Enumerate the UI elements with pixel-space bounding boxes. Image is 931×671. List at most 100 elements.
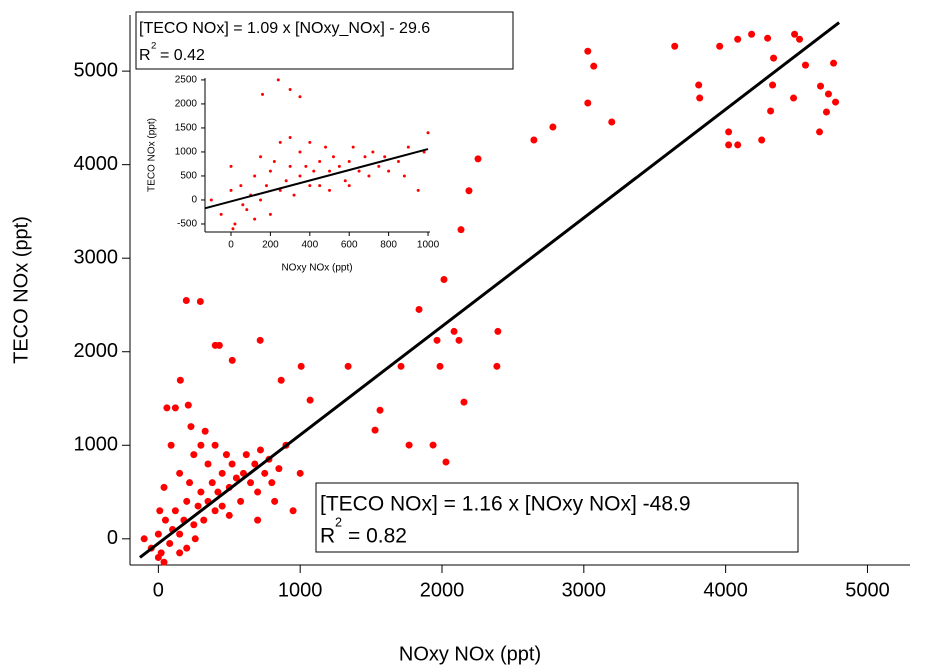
point <box>278 188 282 192</box>
point <box>590 62 598 70</box>
point <box>450 327 458 335</box>
point <box>259 198 263 202</box>
point <box>272 160 276 164</box>
y-tick-label: 0 <box>107 527 118 549</box>
y-tick-label: 2000 <box>74 340 119 362</box>
annotation-equation: [TECO NOx] = 1.16 x [NOxy NOx] -48.9 <box>320 493 691 516</box>
point <box>318 184 322 188</box>
point <box>197 488 205 496</box>
point <box>337 164 341 168</box>
point <box>200 516 208 524</box>
point <box>194 502 202 510</box>
point <box>324 145 328 149</box>
y-tick-label: 1000 <box>175 147 198 158</box>
y-tick-label: 5000 <box>74 59 119 81</box>
point <box>191 535 199 543</box>
point <box>187 423 195 431</box>
x-axis-title: NOxy NOx (ppt) <box>281 263 352 274</box>
fit-line <box>139 21 841 559</box>
x-tick-label: 800 <box>380 240 397 251</box>
point <box>832 98 840 106</box>
point <box>748 30 756 38</box>
point <box>377 164 381 168</box>
point <box>268 479 276 487</box>
point <box>277 376 285 384</box>
y-tick-label: 0 <box>191 195 197 206</box>
point <box>725 141 733 149</box>
point <box>457 226 465 234</box>
point <box>209 198 213 202</box>
point <box>817 82 825 90</box>
point <box>416 188 420 192</box>
point <box>764 34 772 42</box>
annotation-box <box>135 11 514 70</box>
x-tick-label: 1000 <box>278 579 323 601</box>
point <box>455 336 463 344</box>
point <box>696 94 704 102</box>
point <box>406 145 410 149</box>
point <box>343 179 347 183</box>
point <box>396 160 400 164</box>
point <box>426 131 430 135</box>
x-tick-label: 0 <box>153 579 164 601</box>
point <box>268 212 272 216</box>
y-tick-label: 3000 <box>74 246 119 268</box>
point <box>790 94 798 102</box>
point <box>211 441 219 449</box>
point <box>154 530 162 538</box>
point <box>184 401 192 409</box>
y-tick-label: 1500 <box>175 123 198 134</box>
point <box>264 184 268 188</box>
point <box>261 469 269 477</box>
point <box>229 164 233 168</box>
point <box>183 497 191 505</box>
point <box>671 42 679 50</box>
x-tick-label: 3000 <box>562 579 607 601</box>
point <box>796 35 804 43</box>
point <box>415 305 423 313</box>
point <box>371 426 379 434</box>
point <box>218 469 226 477</box>
point <box>816 128 824 136</box>
point <box>256 446 264 454</box>
point <box>229 188 233 192</box>
point <box>276 78 280 82</box>
point <box>254 488 262 496</box>
point <box>298 95 302 99</box>
point <box>695 81 703 89</box>
point <box>328 188 332 192</box>
point <box>241 203 245 207</box>
point <box>716 42 724 50</box>
point <box>196 298 204 306</box>
x-axis-title: NOxy NOx (ppt) <box>399 643 541 665</box>
annotation-box <box>315 482 799 553</box>
point <box>232 474 240 482</box>
point <box>331 155 335 159</box>
x-tick-label: 5000 <box>845 579 890 601</box>
point <box>239 184 243 188</box>
point <box>734 35 742 43</box>
point <box>304 164 308 168</box>
point <box>383 155 387 159</box>
point <box>363 155 367 159</box>
point <box>347 184 351 188</box>
annotation-r-value: = 0.42 <box>160 47 205 64</box>
point <box>225 511 233 519</box>
point <box>429 441 437 449</box>
point <box>253 174 257 178</box>
point <box>442 458 450 466</box>
point <box>154 554 162 562</box>
x-tick-label: 0 <box>228 240 234 251</box>
point <box>201 427 209 435</box>
fit-line <box>205 148 429 210</box>
point <box>253 217 257 221</box>
point <box>474 155 482 163</box>
point <box>758 136 766 144</box>
point <box>530 136 538 144</box>
point <box>801 61 809 69</box>
point <box>824 90 832 98</box>
x-tick-label: 400 <box>301 240 318 251</box>
x-tick-label: 4000 <box>703 579 748 601</box>
point <box>160 483 168 491</box>
